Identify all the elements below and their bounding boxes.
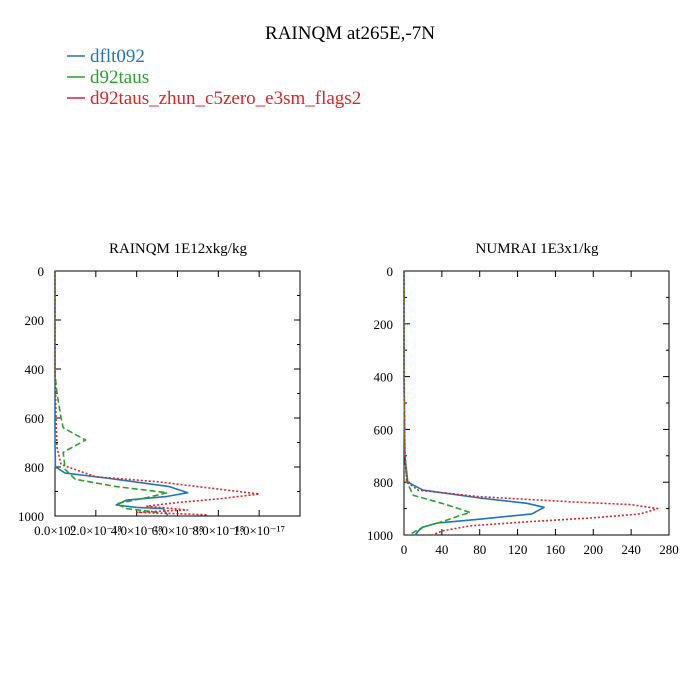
x-tick-label: 8.0×10⁻¹⁸ (192, 523, 244, 538)
series-line-d92taus (54, 271, 169, 516)
x-tick-label: 0 (401, 542, 408, 557)
y-tick-label: 200 (25, 313, 45, 328)
y-tick-label: 800 (25, 460, 45, 475)
y-tick-label: 600 (25, 411, 45, 426)
x-tick-label: 0.0×10⁰ (34, 523, 76, 538)
plot-frame (403, 270, 670, 536)
x-tick-label: 2.0×10⁻¹⁸ (70, 523, 122, 538)
x-tick-label: 160 (546, 542, 566, 557)
figure-title: RAINQM at265E,-7N (265, 23, 435, 44)
x-tick-label: 4.0×10⁻¹⁸ (111, 523, 163, 538)
panel-rainqm: RAINQM 1E12xkg/kg 0 200 400 600 800 10000.0×1… (18, 241, 301, 538)
panel-numrai: NUMRAI 1E3x1/kg 0 200 400 600 800 1000 0 40 80 12… (367, 241, 679, 557)
legend: dflt092 d92taus d92taus_zhun_c5zero_e3sm… (67, 46, 361, 109)
x-tick-label: 6.0×10⁻¹⁸ (152, 523, 204, 538)
x-tick-label: 200 (584, 542, 604, 557)
y-tick-label: 1000 (367, 528, 393, 543)
y-tick-label: 1000 (18, 509, 44, 524)
x-tick-label: 240 (621, 542, 641, 557)
panel-title-numrai: NUMRAI 1E3x1/kg (476, 241, 599, 257)
x-tick-label: 280 (659, 542, 679, 557)
y-tick-label: 800 (374, 475, 394, 490)
x-tick-label: 80 (473, 542, 486, 557)
y-tick-label: 400 (25, 362, 45, 377)
y-tick-label: 400 (374, 370, 394, 385)
series-line-d92taus_zhun_c5zero_e3sm_flags2 (54, 271, 260, 516)
x-tick-label: 1.0×10⁻¹⁷ (233, 523, 285, 538)
legend-label-d92taus-zhun: d92taus_zhun_c5zero_e3sm_flags2 (90, 88, 361, 109)
y-tick-label: 200 (374, 317, 394, 332)
plot-frame (54, 270, 301, 517)
series-line-d92taus_zhun_c5zero_e3sm_flags2 (403, 271, 659, 536)
y-tick-label: 0 (38, 264, 45, 279)
series-line-dflt092 (54, 271, 189, 516)
legend-label-d92taus: d92taus (90, 67, 149, 88)
legend-label-dflt092: dflt092 (90, 46, 145, 67)
x-tick-label: 120 (508, 542, 528, 557)
y-tick-label: 0 (387, 264, 394, 279)
panel-title-rainqm: RAINQM 1E12xkg/kg (109, 241, 247, 257)
x-tick-label: 40 (435, 542, 448, 557)
y-tick-label: 600 (374, 422, 394, 437)
